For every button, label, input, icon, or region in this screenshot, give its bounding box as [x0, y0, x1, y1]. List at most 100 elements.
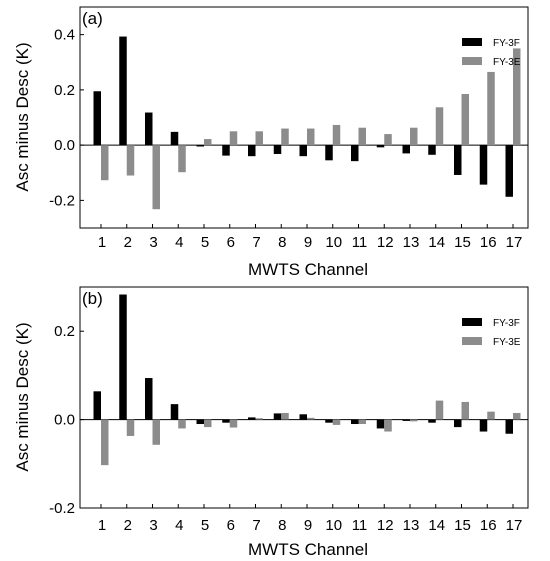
y-tick-label: 0.0	[54, 412, 75, 429]
bar-fy-3e-ch10	[332, 419, 341, 425]
x-tick-label: 10	[325, 234, 342, 251]
bar-fy-3f-ch10	[325, 145, 333, 161]
x-tick-label: 9	[304, 234, 312, 251]
bar-fy-3e-ch16	[487, 71, 495, 146]
bar-fy-3e-ch14	[435, 107, 444, 146]
panel-label: (b)	[82, 289, 103, 308]
bar-fy-3f-ch15	[454, 419, 462, 428]
bar-fy-3f-ch1	[93, 391, 101, 420]
bar-fy-3e-ch1	[101, 145, 109, 181]
bar-fy-3f-ch1	[93, 91, 101, 146]
bar-fy-3e-ch11	[358, 127, 366, 146]
bar-fy-3f-ch14	[428, 145, 436, 155]
bar-fy-3f-ch14	[428, 419, 436, 423]
bar-fy-3e-ch7	[255, 418, 263, 420]
bar-fy-3f-ch16	[479, 145, 488, 185]
bar-fy-3e-ch11	[358, 419, 366, 425]
y-axis-label: Asc minus Desc (K)	[13, 322, 32, 471]
bar-fy-3f-ch4	[170, 404, 179, 420]
bar-fy-3e-ch3	[152, 419, 160, 445]
x-tick-label: 13	[403, 234, 420, 251]
bar-fy-3f-ch12	[376, 145, 385, 148]
x-tick-label: 13	[403, 517, 420, 534]
legend-label-fy-3e: FY-3E	[493, 337, 521, 348]
x-tick-label: 5	[201, 234, 209, 251]
x-tick-label: 2	[124, 517, 132, 534]
x-tick-label: 16	[480, 517, 497, 534]
legend-swatch-fy-3f	[462, 318, 482, 326]
x-tick-label: 14	[428, 517, 445, 534]
bar-fy-3f-ch13	[402, 419, 410, 421]
x-tick-label: 4	[175, 517, 183, 534]
plot-frame	[79, 286, 529, 509]
x-tick-label: 1	[98, 517, 106, 534]
plot-frame	[79, 6, 529, 229]
bar-fy-3f-ch2	[119, 294, 127, 420]
bar-fy-3f-ch5	[196, 145, 204, 147]
x-tick-label: 8	[278, 517, 286, 534]
x-tick-label: 2	[124, 234, 132, 251]
x-tick-label: 12	[377, 517, 394, 534]
bar-fy-3e-ch5	[204, 419, 212, 428]
bar-fy-3e-ch16	[487, 411, 495, 420]
x-axis-label: MWTS Channel	[248, 540, 368, 559]
bar-fy-3e-ch10	[332, 124, 341, 146]
legend-swatch-fy-3f	[462, 38, 482, 46]
panel-label: (a)	[82, 9, 103, 28]
bar-fy-3f-ch6	[222, 145, 230, 156]
x-tick-label: 4	[175, 234, 183, 251]
x-tick-label: 7	[252, 234, 260, 251]
x-tick-label: 17	[506, 234, 523, 251]
bar-fy-3f-ch5	[196, 419, 204, 425]
bar-fy-3f-ch9	[299, 145, 307, 157]
x-tick-label: 5	[201, 517, 209, 534]
bar-fy-3e-ch2	[126, 145, 135, 176]
x-tick-label: 9	[304, 517, 312, 534]
bar-fy-3f-ch13	[402, 145, 410, 154]
bar-fy-3e-ch5	[204, 139, 212, 146]
y-tick-label: -0.2	[49, 500, 75, 517]
bar-fy-3e-ch6	[229, 131, 238, 146]
y-tick-label: -0.2	[49, 192, 75, 209]
bar-fy-3e-ch14	[435, 400, 444, 420]
y-tick-label: 0.2	[54, 323, 75, 340]
bar-fy-3f-ch3	[145, 378, 153, 420]
chart-panel-1: -0.20.00.20.41 2 3 4 5 6 7 8 9 10 11 12 13 14 15 16 17MW…	[13, 6, 529, 279]
bar-fy-3f-ch12	[376, 419, 385, 429]
bar-fy-3f-ch15	[454, 145, 462, 175]
bar-fy-3e-ch4	[178, 145, 186, 173]
bar-fy-3e-ch12	[384, 419, 392, 432]
x-tick-label: 8	[278, 234, 286, 251]
x-tick-label: 11	[352, 517, 368, 534]
bar-fy-3f-ch11	[351, 145, 359, 162]
bar-fy-3e-ch9	[307, 128, 315, 146]
bar-fy-3e-ch4	[178, 419, 186, 429]
bar-fy-3e-ch3	[152, 145, 160, 210]
bar-fy-3e-ch8	[281, 412, 289, 420]
bar-fy-3e-ch17	[513, 412, 521, 420]
x-tick-label: 3	[149, 234, 157, 251]
y-tick-label: 0.4	[54, 27, 75, 44]
bar-fy-3f-ch3	[145, 112, 153, 146]
x-tick-label: 3	[149, 517, 157, 534]
legend-swatch-fy-3e	[462, 337, 482, 345]
legend-label-fy-3e: FY-3E	[493, 57, 521, 68]
bar-fy-3f-ch2	[119, 36, 127, 146]
x-tick-label: 7	[252, 517, 260, 534]
bar-fy-3f-ch8	[273, 145, 282, 154]
bar-fy-3e-ch17	[513, 48, 521, 146]
bar-fy-3f-ch7	[248, 145, 256, 157]
bar-fy-3e-ch2	[126, 419, 135, 436]
x-tick-label: 17	[506, 517, 523, 534]
bar-fy-3f-ch10	[325, 419, 333, 423]
x-tick-label: 15	[454, 234, 471, 251]
y-tick-label: 0.2	[54, 82, 75, 99]
legend-label-fy-3f: FY-3F	[493, 38, 520, 49]
bar-fy-3f-ch6	[222, 419, 230, 423]
bar-fy-3e-ch6	[229, 419, 238, 428]
bar-fy-3e-ch15	[461, 94, 469, 146]
bar-fy-3f-ch11	[351, 419, 359, 425]
bar-fy-3e-ch12	[384, 134, 392, 146]
bar-fy-3e-ch13	[410, 419, 418, 422]
